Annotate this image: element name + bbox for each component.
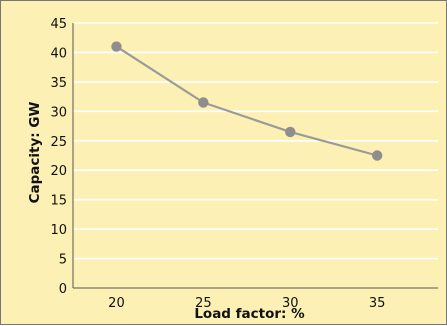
x-tick-label: 20 [108,296,125,311]
data-point [111,41,122,52]
x-tick-label: 35 [369,296,386,311]
y-tick-label: 25 [50,135,67,150]
data-point [285,126,296,138]
data-point [198,97,209,108]
axes [72,23,438,289]
y-tick-label: 15 [50,194,67,209]
series-line [115,45,378,157]
y-tick-label: 40 [50,46,67,61]
x-tick-label: 25 [195,296,212,311]
y-tick-label: 45 [50,17,67,32]
series-lines [115,45,378,157]
y-tick-label: 10 [50,223,67,238]
y-tick-labels: 0 5 10 15 20 25 30 35 40 45 [50,17,67,297]
y-tick-label: 0 [59,282,67,297]
data-point [371,150,383,161]
x-axis-title: Load factor: % [194,306,305,322]
y-axis-title: Capacity: GW [27,102,43,204]
data-points [111,41,383,161]
x-tick-labels: 20 25 30 35 [108,296,385,311]
y-tick-label: 20 [50,164,67,179]
y-tick-label: 30 [50,105,67,120]
gridlines [73,22,438,260]
x-tick-label: 30 [282,296,299,311]
y-tick-label: 35 [50,76,67,91]
y-tick-label: 5 [59,253,67,268]
